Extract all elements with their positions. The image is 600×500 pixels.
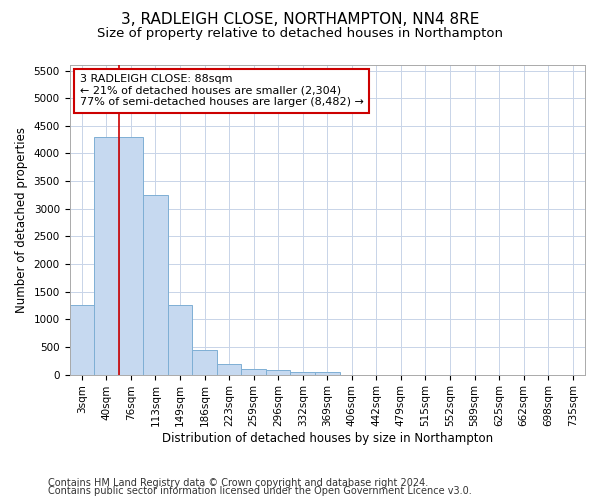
Bar [315,372,340,374]
Bar [217,364,241,374]
Text: 3, RADLEIGH CLOSE, NORTHAMPTON, NN4 8RE: 3, RADLEIGH CLOSE, NORTHAMPTON, NN4 8RE [121,12,479,28]
Bar [290,372,315,374]
Text: 3 RADLEIGH CLOSE: 88sqm
← 21% of detached houses are smaller (2,304)
77% of semi: 3 RADLEIGH CLOSE: 88sqm ← 21% of detache… [80,74,364,108]
X-axis label: Distribution of detached houses by size in Northampton: Distribution of detached houses by size … [162,432,493,445]
Bar [241,369,266,374]
Text: Size of property relative to detached houses in Northampton: Size of property relative to detached ho… [97,28,503,40]
Bar [70,306,94,374]
Text: Contains public sector information licensed under the Open Government Licence v3: Contains public sector information licen… [48,486,472,496]
Bar [266,370,290,374]
Bar [192,350,217,374]
Bar [168,306,192,374]
Bar [119,137,143,374]
Text: Contains HM Land Registry data © Crown copyright and database right 2024.: Contains HM Land Registry data © Crown c… [48,478,428,488]
Bar [143,195,168,374]
Y-axis label: Number of detached properties: Number of detached properties [15,127,28,313]
Bar [94,137,119,374]
